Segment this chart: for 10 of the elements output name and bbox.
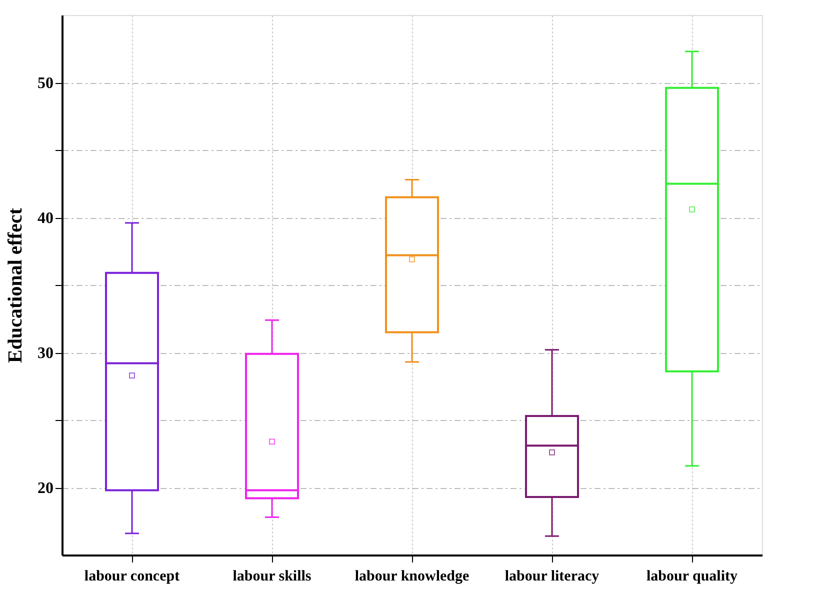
x-tick-label: labour quality	[646, 568, 738, 584]
y-tick-label: 20	[38, 480, 54, 497]
y-tick-label: 50	[38, 75, 54, 92]
x-tick-label: labour literacy	[504, 568, 600, 584]
y-tick-label: 40	[38, 210, 54, 227]
x-tick-label: labour skills	[232, 568, 312, 584]
x-tick-label: labour knowledge	[354, 568, 470, 584]
y-tick-label: 30	[38, 345, 54, 362]
y-axis-title: Educational effect	[4, 208, 26, 363]
x-tick-label: labour concept	[84, 568, 180, 584]
